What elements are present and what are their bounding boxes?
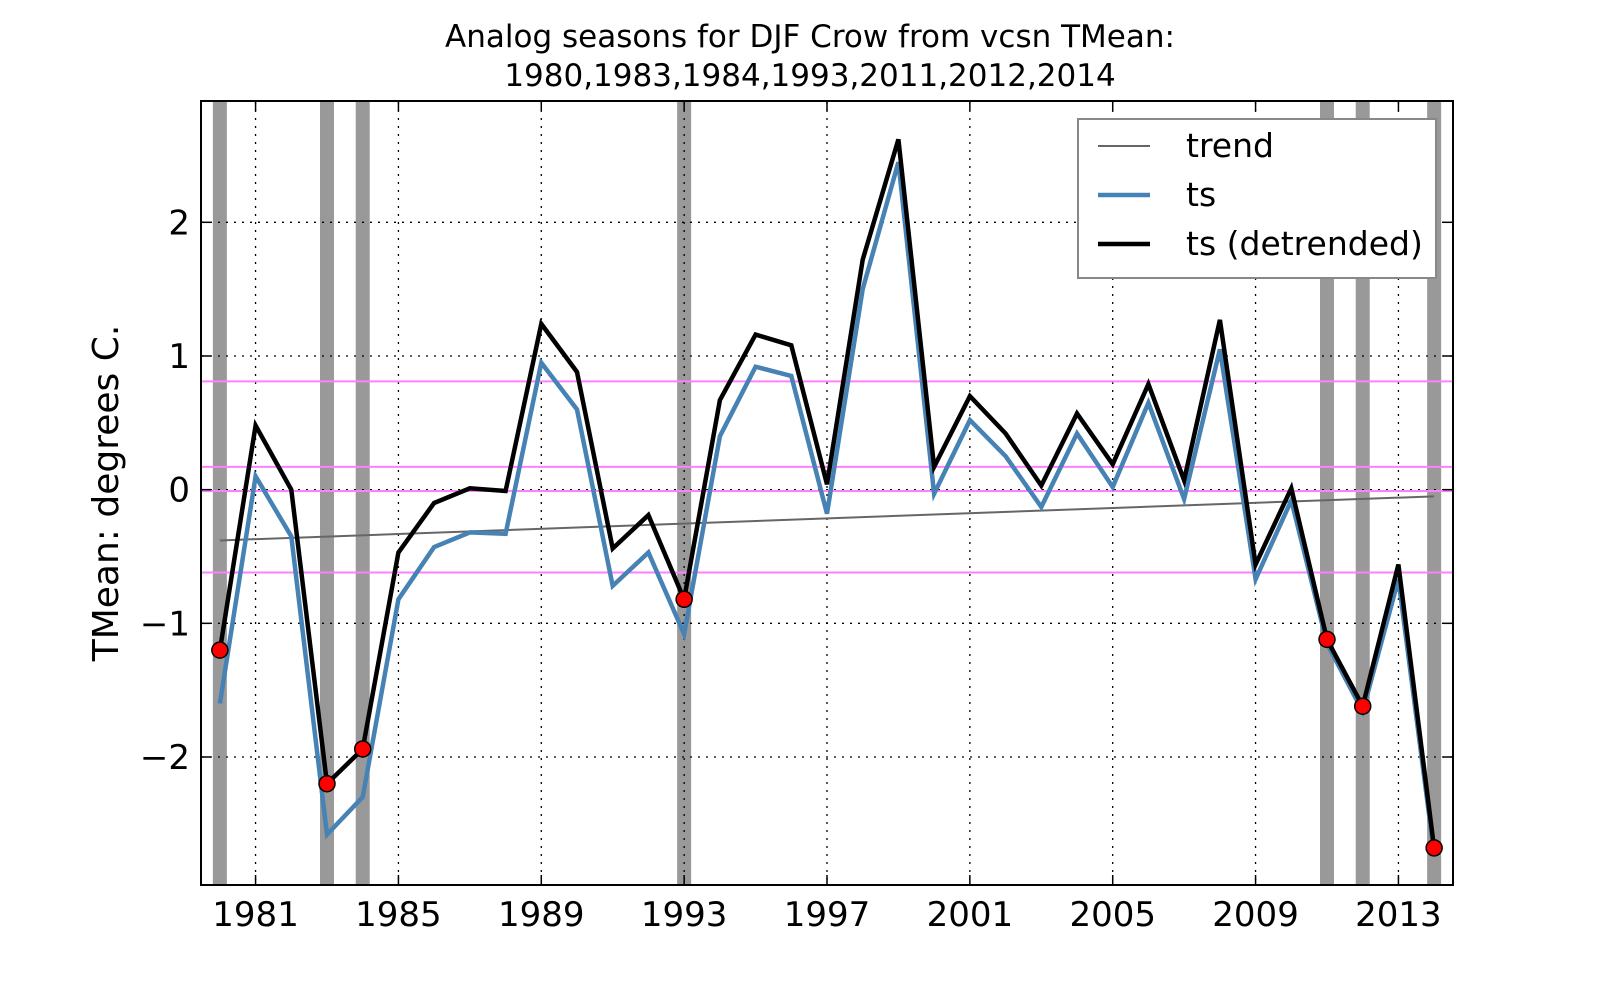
- analog-band-1980: [212, 102, 227, 884]
- x-tick-label: 1985: [355, 895, 442, 935]
- x-tick-label: 2013: [1355, 895, 1442, 935]
- y-tick-label: −2: [140, 738, 190, 778]
- analog-band-2011: [1320, 102, 1334, 884]
- analog-band-1993: [677, 102, 692, 884]
- x-tick-label: 2005: [1069, 895, 1156, 935]
- legend-label: ts: [1186, 175, 1216, 214]
- legend-label: ts (detrended): [1186, 224, 1423, 263]
- chart-title: Analog seasons for DJF Crow from vcsn TM…: [445, 19, 1175, 55]
- y-tick-label: 1: [168, 337, 190, 377]
- analog-marker-1984: [353, 740, 372, 758]
- legend: trend ts ts (detrended): [1077, 118, 1437, 279]
- y-axis-ticks: −2 −1 0 1 2: [140, 203, 1452, 778]
- analog-marker-2012: [1353, 697, 1372, 715]
- analog-markers: [211, 590, 1443, 857]
- x-tick-label: 2001: [927, 895, 1014, 935]
- analog-band-1983: [320, 102, 334, 884]
- x-axis-ticks: 1981 1985 1989 1993 1997 2001 2005 2009 2013: [212, 102, 1442, 935]
- analog-marker-1993: [675, 590, 693, 609]
- y-tick-label: 2: [168, 203, 190, 243]
- x-tick-label: 1993: [641, 895, 728, 935]
- plot-frame: [200, 100, 1454, 886]
- analog-marker-2011: [1318, 630, 1336, 649]
- chart-subtitle: 1980,1983,1984,1993,2011,2012,2014: [504, 58, 1115, 94]
- analog-marker-1983: [318, 774, 336, 793]
- y-axis-label: TMean: degrees C.: [86, 325, 127, 663]
- trend-line: [219, 495, 1435, 542]
- legend-label: trend: [1186, 126, 1274, 165]
- x-tick-label: 1981: [212, 895, 299, 935]
- ts-line: [217, 161, 1437, 854]
- analog-band-1984: [355, 102, 370, 884]
- series-group: [217, 138, 1437, 854]
- x-tick-label: 1997: [784, 895, 871, 935]
- analog-marker-2014: [1425, 839, 1443, 857]
- x-tick-label: 2009: [1212, 895, 1299, 935]
- y-tick-label: −1: [140, 604, 190, 644]
- y-tick-label: 0: [168, 471, 190, 511]
- x-tick-label: 1989: [498, 895, 585, 935]
- analog-band-2014: [1427, 102, 1442, 884]
- ts-detrended-line: [217, 138, 1437, 849]
- analog-marker-1980: [211, 641, 229, 659]
